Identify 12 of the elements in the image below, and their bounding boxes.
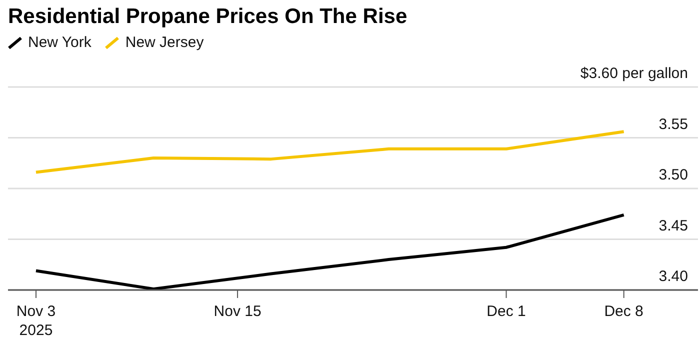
legend-label: New Jersey: [125, 34, 204, 51]
legend-label: New York: [28, 34, 92, 51]
chart-title: Residential Propane Prices On The Rise: [8, 5, 408, 29]
x-tick-label: Nov 15: [214, 303, 262, 320]
x-tick-label: Nov 3 2025: [16, 303, 56, 339]
x-tick-label: Dec 8: [604, 303, 644, 320]
y-tick-label: $3.60 per gallon: [580, 65, 688, 82]
y-tick-label: 3.45: [658, 217, 688, 234]
y-tick-label: 3.50: [658, 166, 688, 184]
y-tick-label: 3.40: [658, 268, 688, 285]
y-tick-label: 3.55: [658, 116, 688, 133]
x-tick-label: Dec 1: [486, 303, 526, 320]
